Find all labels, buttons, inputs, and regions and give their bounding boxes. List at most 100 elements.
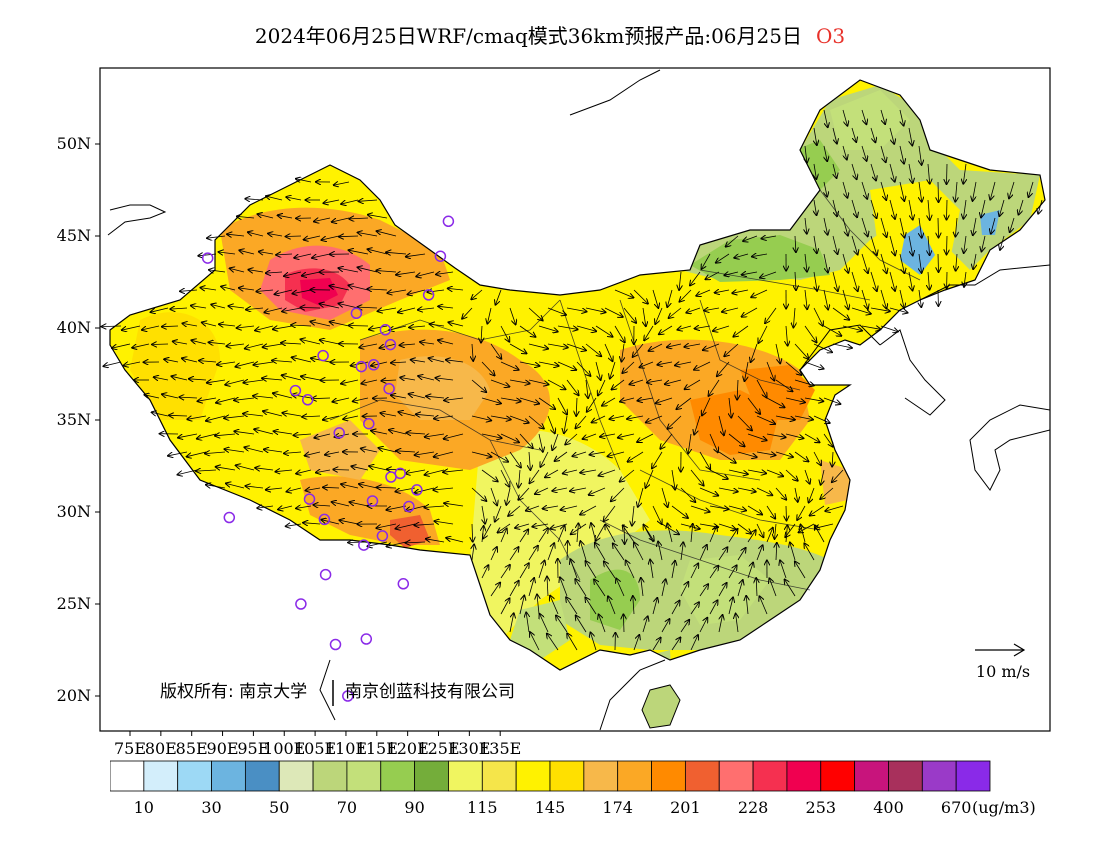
wind-arrow: [528, 546, 538, 561]
wind-arrow: [623, 307, 636, 323]
wind-arrow: [509, 547, 519, 561]
wind-arrow: [330, 322, 350, 327]
wind-arrow: [737, 487, 756, 492]
wind-arrow: [793, 307, 795, 327]
station-marker: [355, 360, 368, 373]
legend-label: 670: [941, 798, 972, 817]
wind-arrow: [152, 344, 169, 345]
wind-arrow: [547, 343, 568, 348]
wind-arrow: [661, 619, 670, 633]
wind-arrow: [709, 469, 728, 479]
wind-arrow: [760, 271, 777, 278]
station-marker: [201, 252, 214, 264]
wind-arrow: [690, 602, 699, 615]
wind-arrow: [272, 360, 293, 362]
station-marker: [289, 384, 302, 397]
wind-arrow: [585, 598, 597, 615]
wind-arrow: [616, 579, 625, 597]
wind-arrow: [152, 412, 169, 417]
wind-arrow: [600, 434, 616, 437]
wind-arrow: [490, 451, 508, 462]
wind-arrow: [652, 638, 661, 651]
wind-arrow: [576, 616, 587, 633]
wind-arrow: [699, 545, 707, 561]
wind-arrow: [1019, 199, 1024, 215]
wind-arrow: [842, 289, 848, 309]
wind-arrow: [728, 505, 746, 511]
wind-arrow: [766, 434, 786, 437]
wind-arrow: [368, 215, 388, 218]
wind-arrow: [668, 415, 682, 429]
wind-arrow: [462, 307, 473, 319]
wind-arrow: [312, 253, 331, 258]
wind-arrow: [726, 235, 739, 247]
wind-arrow: [756, 379, 767, 398]
wind-arrow: [718, 415, 724, 435]
wind-arrow: [804, 469, 810, 484]
legend-label: 201: [670, 798, 701, 817]
wind-arrow: [699, 618, 707, 633]
wind-arrow: [756, 578, 757, 597]
wind-arrow: [567, 634, 578, 651]
wind-arrow: [752, 254, 768, 257]
wind-arrow: [263, 411, 283, 417]
wind-arrow: [947, 163, 948, 184]
wind-arrow: [632, 505, 634, 526]
wind-arrow: [737, 451, 757, 457]
wind-arrow: [709, 526, 717, 543]
wind-arrow: [870, 235, 877, 255]
legend-swatch: [110, 760, 145, 792]
wind-arrow: [142, 325, 160, 330]
station-marker: [358, 539, 370, 551]
wind-arrow: [508, 505, 521, 516]
wind-arrow: [255, 468, 274, 470]
wind-arrow: [230, 268, 245, 272]
wind-arrow: [172, 376, 188, 381]
wind-arrow: [679, 271, 681, 290]
legend-swatch: [684, 760, 720, 792]
wind-arrow: [746, 596, 748, 615]
wind-arrow: [571, 559, 578, 579]
wind-arrow: [758, 325, 768, 343]
wind-arrow: [709, 433, 718, 452]
wind-arrow: [206, 415, 226, 421]
wind-arrow: [199, 361, 217, 362]
wind-arrow: [294, 434, 312, 435]
wind-arrow: [570, 488, 587, 491]
wind-arrow: [608, 596, 616, 615]
wind-arrow: [715, 290, 730, 293]
wind-arrow: [191, 306, 207, 308]
lon-tick-label: 110E: [325, 739, 367, 758]
wind-arrow: [1038, 199, 1042, 214]
wind-arrow: [982, 235, 986, 251]
wind-arrow: [678, 326, 692, 330]
wind-arrow: [284, 271, 302, 276]
wind-arrow: [604, 562, 616, 579]
wind-arrow: [747, 470, 766, 473]
wind-arrow: [416, 414, 435, 416]
legend-swatch: [278, 760, 314, 792]
wind-arrow: [381, 413, 397, 416]
station-marker: [317, 349, 329, 362]
wind-arrow: [667, 289, 673, 307]
wind-arrow: [234, 398, 255, 400]
wind-arrow: [448, 322, 464, 326]
wind-arrow: [880, 253, 887, 273]
wind-arrow: [244, 447, 264, 453]
wind-arrow: [197, 433, 217, 439]
wind-arrow: [695, 326, 711, 329]
wind-arrow: [964, 235, 966, 253]
wind-arrow: [762, 236, 777, 239]
wind-arrow: [547, 415, 555, 433]
wind-arrow: [990, 181, 996, 200]
wind-arrow: [291, 325, 312, 326]
wind-arrow: [821, 469, 824, 485]
wind-arrow: [424, 506, 445, 508]
wind-arrow: [406, 254, 426, 257]
wind-arrow: [709, 506, 729, 509]
wind-arrow: [500, 598, 510, 615]
wind-arrow: [376, 271, 397, 273]
wind-arrow: [369, 466, 388, 471]
wind-arrow: [658, 542, 663, 561]
wind-arrow: [652, 505, 662, 524]
